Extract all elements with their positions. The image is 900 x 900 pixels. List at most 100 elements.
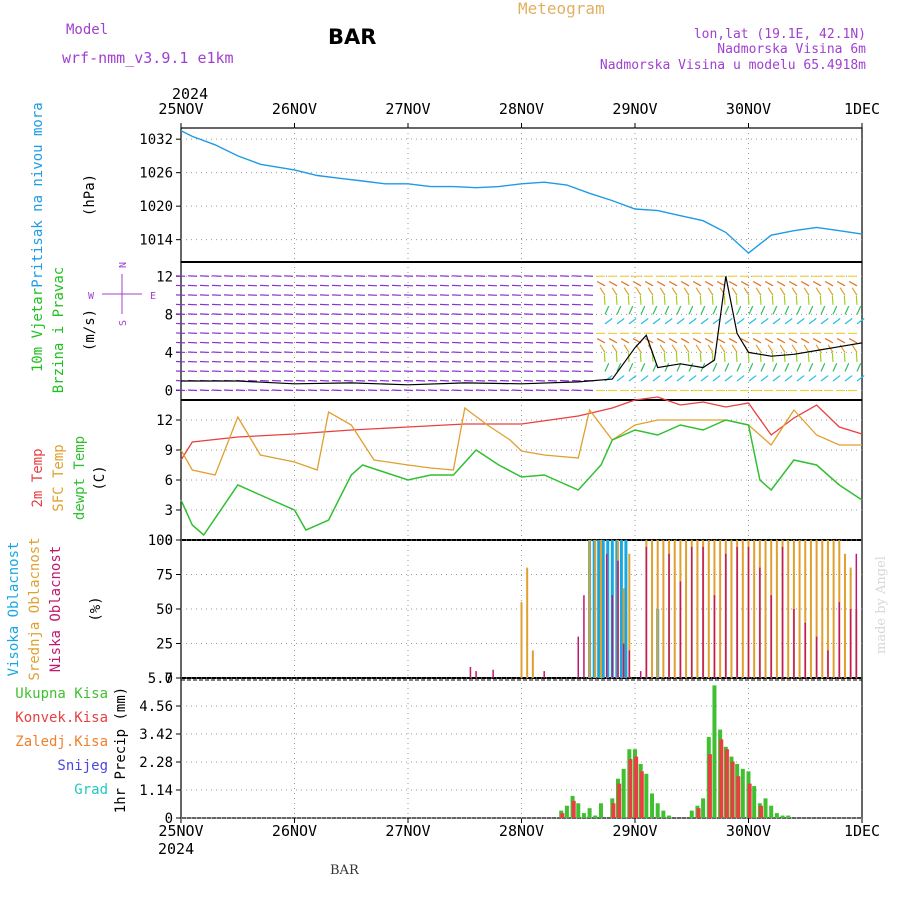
wind-arrow: [695, 344, 702, 353]
wind-arrow: [747, 295, 750, 305]
precip-bar: [747, 783, 752, 818]
wind-arrow: [820, 363, 826, 372]
wind-arrow: [608, 280, 618, 287]
wind-arrow: [735, 295, 738, 305]
cloud-bar: [619, 540, 623, 678]
y-tick-label: 4: [165, 345, 173, 361]
y-tick-label: 1020: [139, 199, 173, 215]
precip-legend-entry: Ukupna Kisa: [15, 686, 108, 702]
precip-bar: [724, 749, 729, 818]
wind-arrow: [815, 344, 822, 353]
wind-arrow: [843, 352, 846, 362]
wind-arrow: [676, 363, 682, 372]
model-label: Model: [66, 22, 108, 38]
wind-arrow: [808, 363, 814, 372]
wind-arrow: [808, 317, 817, 325]
x-tick-label-bottom: 28NOV: [499, 822, 544, 840]
wind-arrow: [836, 338, 846, 344]
compass-e: E: [150, 291, 156, 302]
cloud-bar: [815, 540, 818, 678]
precip-legend-entry: Zaledj.Kisa: [15, 734, 108, 750]
wind-arrow: [632, 280, 642, 287]
wind-arrow: [824, 280, 834, 287]
wind-arrow: [640, 363, 646, 372]
cloud-bar: [679, 581, 682, 678]
wind-arrow: [784, 375, 793, 382]
wind-arrow: [611, 287, 618, 296]
wind-arrow: [728, 280, 738, 287]
y-tick-label: 8: [165, 307, 173, 323]
wind-arrow: [831, 352, 834, 362]
cloud-bar: [639, 671, 642, 678]
cloud-bar: [855, 553, 858, 678]
cloud-bar: [821, 540, 824, 678]
x-tick-label-top: 25NOV: [158, 100, 203, 118]
wind-arrow: [664, 363, 670, 372]
y-tick-label: 0: [165, 671, 173, 687]
wind-arrow: [640, 375, 649, 382]
cloud-bar: [798, 540, 801, 678]
y-tick-label: 0: [165, 533, 173, 549]
compass-s: S: [118, 320, 129, 326]
wind-arrow: [659, 287, 666, 296]
wind-arrow: [800, 338, 810, 344]
wind-axis-label-2: Brzina i Pravac: [51, 267, 67, 393]
wind-unit-label: (m/s): [82, 309, 98, 351]
wind-arrow: [724, 363, 730, 372]
wind-arrow: [664, 317, 673, 325]
wind-arrow: [596, 338, 606, 344]
cloud-bar: [469, 666, 472, 678]
wind-arrow: [820, 305, 826, 315]
wind-arrow: [652, 375, 661, 382]
wind-arrow: [656, 338, 666, 344]
wind-arrow: [788, 280, 798, 287]
wind-arrow: [616, 363, 622, 372]
precip-bar: [644, 773, 649, 818]
wind-arrow: [700, 317, 709, 325]
y-tick-label: 75: [156, 568, 173, 584]
cloud-bar: [730, 540, 733, 678]
precip-bar: [786, 815, 791, 818]
wind-arrow: [647, 287, 654, 296]
precip-bar: [650, 793, 655, 818]
wind-arrow: [740, 280, 750, 287]
cloud-bar: [741, 540, 744, 678]
wind-arrow: [743, 287, 750, 296]
wind-arrow: [616, 317, 625, 325]
wind-arrow: [776, 338, 786, 344]
wind-arrow: [844, 305, 850, 315]
cloud-bar: [702, 546, 704, 678]
cloud-bar: [592, 540, 596, 678]
wind-arrow: [620, 280, 630, 287]
wind-arrow: [615, 295, 618, 305]
elevation-label: Nadmorska Visina 6m: [717, 42, 866, 57]
wind-arrow: [783, 352, 786, 362]
precip-bar: [611, 803, 616, 818]
series-line: [180, 130, 863, 255]
wind-arrow: [788, 338, 798, 344]
wind-arrow: [623, 344, 630, 353]
cloud-bar: [526, 567, 529, 678]
wind-arrow: [707, 344, 714, 353]
cloud-bar: [685, 540, 688, 678]
wind-arrow: [796, 305, 802, 315]
wind-arrow: [839, 287, 846, 296]
wind-arrow: [856, 317, 865, 325]
cloud-bar: [787, 540, 790, 678]
wind-arrow: [707, 287, 714, 296]
station-title: BAR: [328, 25, 376, 49]
cloud-bar: [809, 540, 812, 678]
wind-arrow: [824, 338, 834, 344]
y-tick-label: 0: [165, 383, 173, 399]
wind-arrow: [736, 305, 742, 315]
wind-arrow: [688, 305, 694, 315]
precip-bar: [571, 800, 576, 818]
cloud-bar: [531, 650, 534, 678]
x-tick-label-bottom: 29NOV: [612, 822, 657, 840]
precip-bar: [701, 798, 706, 818]
cloud-bar: [843, 553, 846, 678]
lonlat-label: lon,lat (19.1E, 42.1N): [694, 27, 866, 42]
wind-arrow: [711, 295, 714, 305]
precip-bar: [593, 815, 598, 818]
cloud-bar: [611, 595, 614, 678]
